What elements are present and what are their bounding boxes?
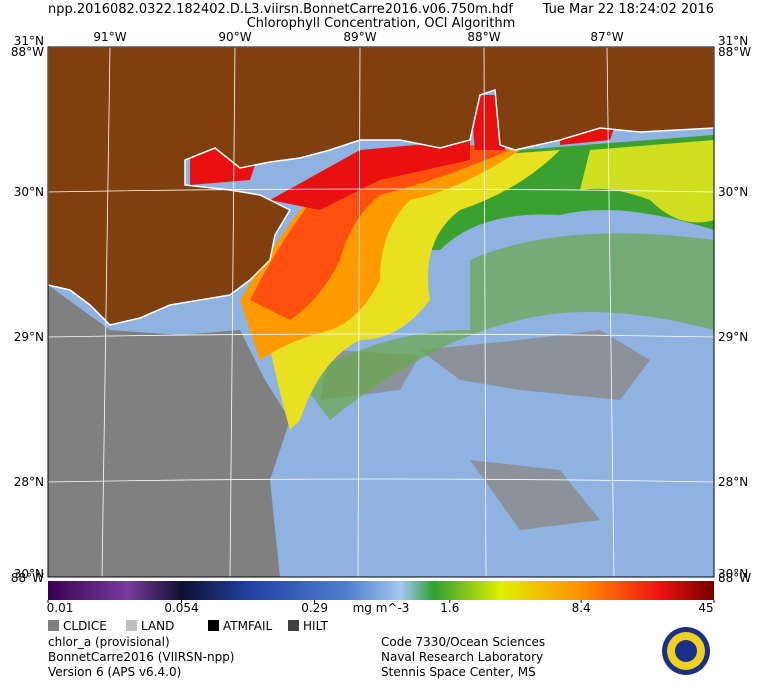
colorbar-tick-label: 0.054 [164, 601, 198, 615]
colorbar-tick-label: 1.6 [440, 601, 459, 615]
map [48, 47, 714, 577]
lat-label: 28°N [14, 475, 44, 489]
lat-label: 30°N [14, 185, 44, 199]
legend-label: ATMFAIL [223, 619, 273, 633]
colorbar [48, 581, 714, 600]
colorbar-tick-label: 8.4 [572, 601, 591, 615]
footer-left: BonnetCarre2016 (VIIRSN-npp) [48, 650, 235, 664]
lat-label: 29°N [718, 330, 748, 344]
corner-label: 31°N [718, 34, 748, 48]
legend-swatch [208, 620, 219, 631]
lon-label: 88°W [467, 30, 500, 44]
legend-label: LAND [141, 619, 174, 633]
footer-left: chlor_a (provisional) [48, 635, 170, 649]
legend-swatch [288, 620, 299, 631]
legend-label: HILT [303, 619, 329, 633]
colorbar-unit: mg m^-3 [353, 601, 410, 615]
lon-label: 91°W [93, 30, 126, 44]
colorbar-tick-label: 0.29 [301, 601, 328, 615]
corner-label: 88°W [718, 571, 751, 585]
map-frame [47, 46, 715, 578]
footer-right: Stennis Space Center, MS [381, 665, 536, 679]
footer-left: Version 6 (APS v6.4.0) [48, 665, 181, 679]
datetime: Tue Mar 22 18:24:02 2016 [542, 2, 714, 17]
corner-label: 88°W [11, 45, 44, 59]
footer-right: Code 7330/Ocean Sciences [381, 635, 545, 649]
lat-label: 28°N [718, 475, 748, 489]
legend-label: CLDICE [63, 619, 107, 633]
colorbar-tick-label: 45 [698, 601, 713, 615]
lat-label: 29°N [14, 330, 44, 344]
footer-right: Naval Research Laboratory [381, 650, 543, 664]
corner-label: 88°W [11, 571, 44, 585]
colorbar-tick-label: 0.01 [47, 601, 74, 615]
lon-label: 90°W [218, 30, 251, 44]
corner-label: 30°N [14, 567, 44, 581]
filename: npp.2016082.0322.182402.D.L3.viirsn.Bonn… [48, 2, 513, 17]
lon-label: 87°W [590, 30, 623, 44]
legend-swatch [126, 620, 137, 631]
title: Chlorophyll Concentration, OCI Algorithm [247, 16, 516, 31]
logo [662, 627, 710, 675]
lon-label: 89°W [343, 30, 376, 44]
legend-swatch [48, 620, 59, 631]
corner-label: 88°W [718, 45, 751, 59]
corner-label: 30°N [718, 567, 748, 581]
lat-label: 30°N [718, 185, 748, 199]
corner-label: 31°N [14, 34, 44, 48]
